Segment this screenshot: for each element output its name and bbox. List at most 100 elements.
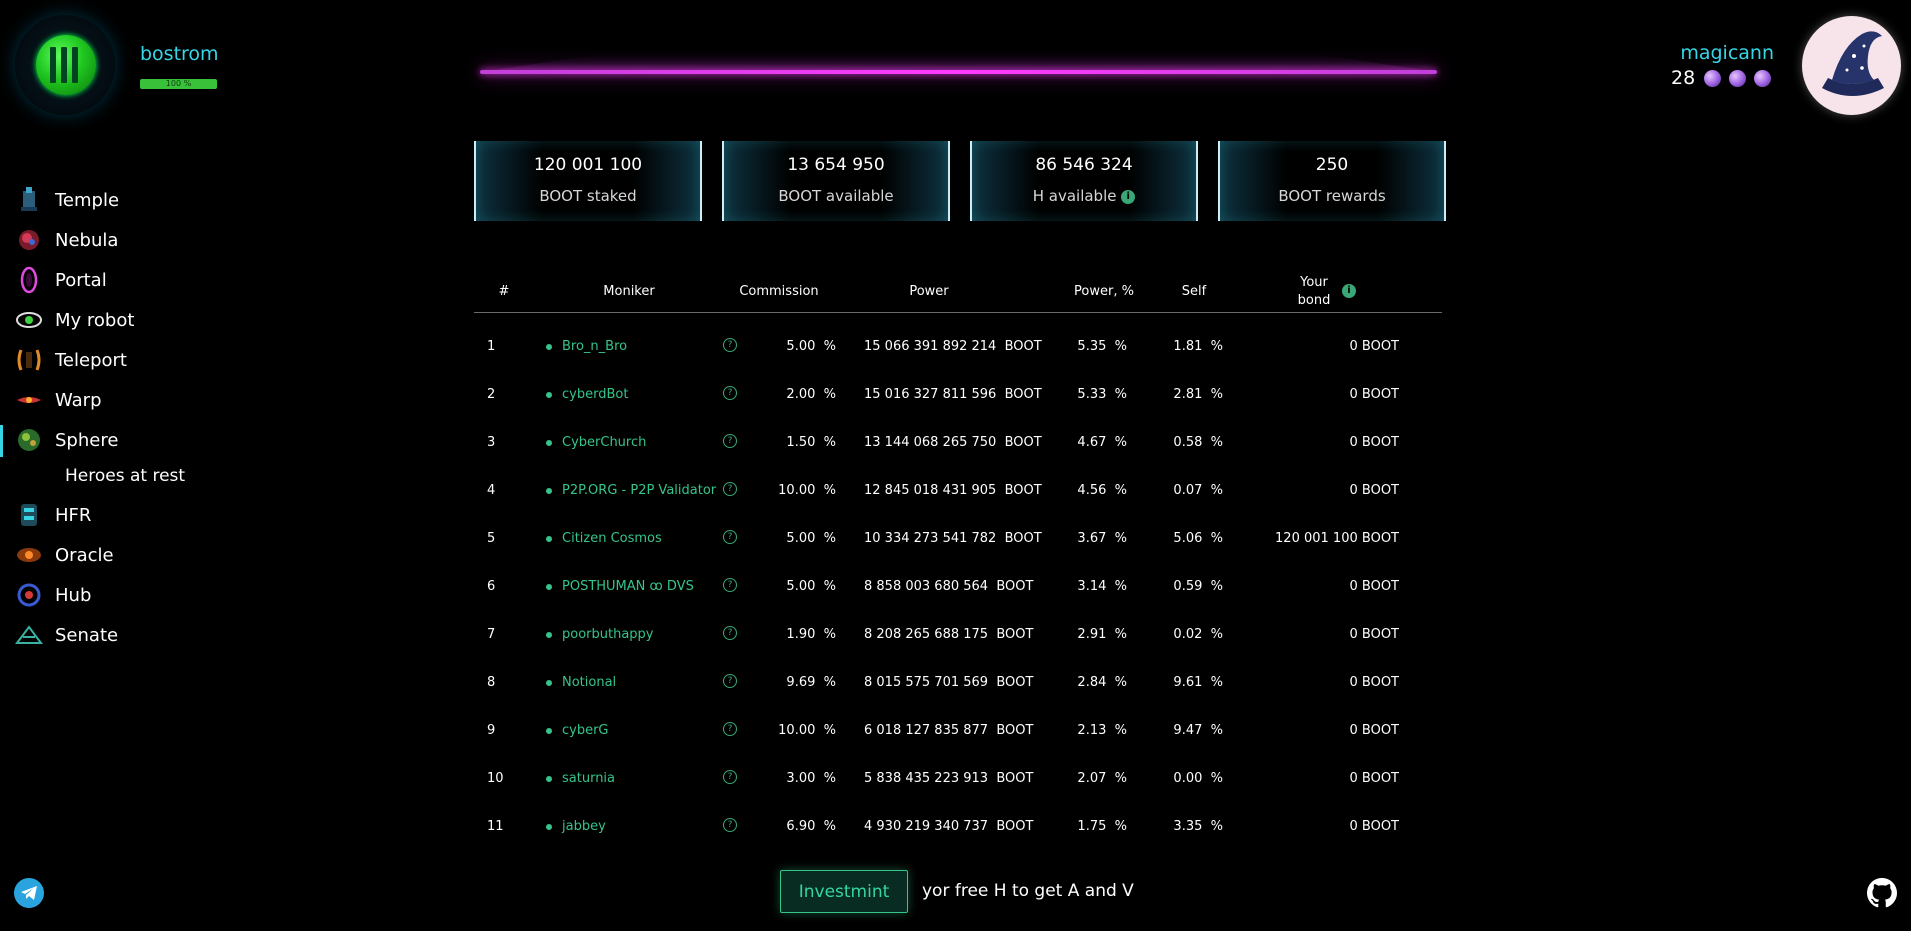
row-moniker[interactable]: Notional bbox=[546, 675, 616, 690]
row-moniker[interactable]: Citizen Cosmos bbox=[546, 531, 662, 546]
row-commission: 1.90 % bbox=[744, 627, 836, 642]
row-details[interactable]: ? bbox=[723, 624, 737, 640]
col-moniker[interactable]: Moniker bbox=[603, 284, 655, 299]
hub-icon bbox=[15, 581, 43, 609]
network-name[interactable]: bostrom bbox=[140, 43, 219, 65]
stat-value: 250 bbox=[1315, 155, 1349, 175]
row-power-value: 13 144 068 265 750 bbox=[864, 435, 997, 450]
row-bond: 0 BOOT bbox=[1254, 339, 1399, 354]
row-power: 15 066 391 892 214 BOOT bbox=[864, 339, 1042, 354]
row-moniker[interactable]: CyberChurch bbox=[546, 435, 646, 450]
status-dot-icon bbox=[546, 535, 552, 542]
table-row[interactable]: 10 saturnia? 3.00 % 5 838 435 223 913 BOOT 2… bbox=[474, 755, 1442, 803]
row-moniker[interactable]: P2P.ORG - P2P Validator bbox=[546, 483, 716, 498]
row-details[interactable]: ? bbox=[723, 768, 737, 784]
row-commission-value: 6.90 bbox=[786, 819, 816, 834]
row-details[interactable]: ? bbox=[723, 720, 737, 736]
table-row[interactable]: 1 Bro_n_Bro? 5.00 % 15 066 391 892 214 BOOT… bbox=[474, 323, 1442, 371]
table-row[interactable]: 9 cyberG? 10.00 % 6 018 127 835 877 BOOT 2.1… bbox=[474, 707, 1442, 755]
table-row[interactable]: 6 POSTHUMAN ꝏ DVS? 5.00 % 8 858 003 680 564… bbox=[474, 563, 1442, 611]
row-self: 0.59 % bbox=[1154, 579, 1223, 594]
col-your-bond[interactable]: Your bond bbox=[1294, 274, 1334, 310]
sidebar-item-label: Temple bbox=[55, 189, 120, 211]
stat-card-boot-rewards[interactable]: 250 BOOT rewards bbox=[1218, 141, 1446, 221]
row-details[interactable]: ? bbox=[723, 336, 737, 352]
row-details[interactable]: ? bbox=[723, 672, 737, 688]
col-power-pct[interactable]: Power, % bbox=[1074, 284, 1134, 299]
user-avatar[interactable] bbox=[1802, 16, 1901, 115]
info-icon[interactable]: i bbox=[1342, 284, 1356, 298]
sidebar-item-senate[interactable]: Senate bbox=[15, 620, 245, 650]
boot-unit: BOOT bbox=[1361, 483, 1399, 498]
github-icon[interactable] bbox=[1867, 878, 1897, 908]
sidebar-item-label: Nebula bbox=[55, 229, 119, 251]
sidebar-item-temple[interactable]: Temple bbox=[15, 185, 245, 215]
table-row[interactable]: 5 Citizen Cosmos? 5.00 % 10 334 273 541 782… bbox=[474, 515, 1442, 563]
sidebar-item-label: Oracle bbox=[55, 544, 114, 566]
row-moniker[interactable]: POSTHUMAN ꝏ DVS bbox=[546, 579, 694, 594]
hfr-icon bbox=[15, 501, 43, 529]
row-moniker[interactable]: cyberG bbox=[546, 723, 609, 738]
sphere-icon bbox=[15, 426, 43, 454]
telegram-icon[interactable] bbox=[14, 878, 44, 908]
table-row[interactable]: 2 cyberdBot? 2.00 % 15 016 327 811 596 BOOT… bbox=[474, 371, 1442, 419]
stat-label-text: H available bbox=[1032, 187, 1117, 205]
sidebar-item-label: Warp bbox=[55, 389, 102, 411]
col-commission[interactable]: Commission bbox=[739, 284, 819, 299]
pct-unit: % bbox=[1114, 387, 1127, 402]
row-power-pct-value: 2.84 bbox=[1077, 675, 1107, 690]
sidebar-item-hfr[interactable]: HFR bbox=[15, 500, 245, 530]
table-row[interactable]: 8 Notional? 9.69 % 8 015 575 701 569 BOOT 2.… bbox=[474, 659, 1442, 707]
row-moniker[interactable]: poorbuthappy bbox=[546, 627, 654, 642]
row-power: 8 015 575 701 569 BOOT bbox=[864, 675, 1033, 690]
sidebar-item-portal[interactable]: Portal bbox=[15, 265, 245, 295]
pct-unit: % bbox=[823, 579, 836, 594]
row-num: 9 bbox=[487, 723, 496, 738]
stat-card-boot-available[interactable]: 13 654 950 BOOT available bbox=[722, 141, 950, 221]
top-progress-line bbox=[480, 70, 1437, 74]
row-moniker[interactable]: jabbey bbox=[546, 819, 606, 834]
pct-unit: % bbox=[1114, 531, 1127, 546]
boot-unit: BOOT bbox=[1361, 579, 1399, 594]
row-moniker[interactable]: Bro_n_Bro bbox=[546, 339, 627, 354]
row-details[interactable]: ? bbox=[723, 576, 737, 592]
pct-unit: % bbox=[1114, 627, 1127, 642]
stat-card-h-available[interactable]: 86 546 324 H available i bbox=[970, 141, 1198, 221]
investmint-button[interactable]: Investmint bbox=[780, 870, 908, 913]
row-details[interactable]: ? bbox=[723, 432, 737, 448]
table-row[interactable]: 3 CyberChurch? 1.50 % 13 144 068 265 750 BO… bbox=[474, 419, 1442, 467]
sidebar-item-sphere[interactable]: Sphere bbox=[15, 425, 245, 455]
stat-card-boot-staked[interactable]: 120 001 100 BOOT staked bbox=[474, 141, 702, 221]
row-moniker[interactable]: saturnia bbox=[546, 771, 615, 786]
stat-label: H available i bbox=[972, 187, 1196, 205]
sidebar-item-teleport[interactable]: Teleport bbox=[15, 345, 245, 375]
question-icon: ? bbox=[723, 386, 737, 400]
row-details[interactable]: ? bbox=[723, 528, 737, 544]
table-row[interactable]: 4 P2P.ORG - P2P Validator? 10.00 % 12 845 0… bbox=[474, 467, 1442, 515]
row-self: 9.61 % bbox=[1154, 675, 1223, 690]
pct-unit: % bbox=[1210, 579, 1223, 594]
sidebar-item-nebula[interactable]: Nebula bbox=[15, 225, 245, 255]
sidebar-subitem-heroes-at-rest[interactable]: Heroes at rest bbox=[65, 466, 186, 486]
info-icon[interactable]: i bbox=[1121, 189, 1136, 204]
row-power-value: 6 018 127 835 877 bbox=[864, 723, 989, 738]
row-details[interactable]: ? bbox=[723, 384, 737, 400]
row-details[interactable]: ? bbox=[723, 480, 737, 496]
row-moniker-text: cyberG bbox=[562, 723, 609, 738]
table-row[interactable]: 7 poorbuthappy? 1.90 % 8 208 265 688 175 BO… bbox=[474, 611, 1442, 659]
col-power[interactable]: Power bbox=[909, 284, 949, 299]
sidebar-item-oracle[interactable]: Oracle bbox=[15, 540, 245, 570]
col-self[interactable]: Self bbox=[1181, 284, 1207, 299]
sidebar-item-hub[interactable]: Hub bbox=[15, 580, 245, 610]
boot-unit: BOOT bbox=[1004, 387, 1042, 402]
table-row[interactable]: 11 jabbey? 6.90 % 4 930 219 340 737 BOOT 1.7… bbox=[474, 803, 1442, 851]
row-power-pct: 2.84 % bbox=[1054, 675, 1127, 690]
row-details[interactable]: ? bbox=[723, 816, 737, 832]
row-bond-value: 0 bbox=[1349, 819, 1358, 834]
row-moniker-text: P2P.ORG - P2P Validator bbox=[562, 483, 717, 498]
user-name[interactable]: magicann bbox=[1680, 42, 1774, 64]
row-moniker[interactable]: cyberdBot bbox=[546, 387, 628, 402]
sidebar-item-warp[interactable]: Warp bbox=[15, 385, 245, 415]
row-num: 1 bbox=[487, 339, 496, 354]
sidebar-item-my-robot[interactable]: My robot bbox=[15, 305, 245, 335]
